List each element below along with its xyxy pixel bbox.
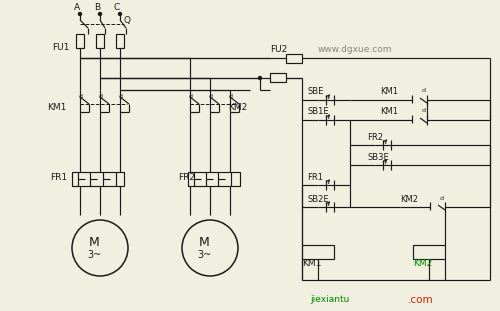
Text: FR2: FR2: [178, 174, 195, 183]
Text: 3~: 3~: [87, 250, 101, 260]
Text: d: d: [119, 94, 123, 99]
Text: d: d: [440, 196, 444, 201]
Circle shape: [98, 12, 102, 16]
Text: FR1: FR1: [307, 173, 323, 182]
Text: M: M: [198, 236, 209, 249]
Bar: [286, 54, 302, 63]
Text: SB2E: SB2E: [307, 194, 328, 203]
Text: M: M: [88, 236, 100, 249]
Text: d: d: [422, 89, 426, 94]
Bar: [76, 34, 84, 48]
Bar: [270, 73, 286, 82]
Text: d: d: [209, 94, 213, 99]
Bar: [413, 245, 445, 259]
Text: KM1: KM1: [302, 259, 322, 268]
Circle shape: [78, 12, 82, 16]
Bar: [302, 245, 334, 259]
Text: FU2: FU2: [270, 45, 287, 54]
Text: FR1: FR1: [50, 174, 67, 183]
Bar: [116, 34, 124, 48]
Text: FR2: FR2: [367, 132, 383, 142]
Text: Q: Q: [124, 16, 131, 25]
Text: KM1: KM1: [380, 108, 398, 117]
Text: B: B: [94, 3, 100, 12]
Text: KM2: KM2: [228, 104, 247, 113]
Bar: [72, 172, 124, 186]
Text: FU1: FU1: [52, 44, 70, 53]
Circle shape: [258, 77, 262, 80]
Text: C: C: [114, 3, 120, 12]
Text: SBE: SBE: [308, 87, 324, 96]
Text: 3~: 3~: [197, 250, 211, 260]
Text: KM1: KM1: [380, 87, 398, 96]
Text: SB3E: SB3E: [367, 152, 389, 161]
Bar: [96, 34, 104, 48]
Circle shape: [118, 12, 122, 16]
Text: www.dgxue.com: www.dgxue.com: [318, 45, 392, 54]
Text: .com: .com: [408, 295, 434, 305]
Text: SB1E: SB1E: [307, 108, 328, 117]
Text: KM1: KM1: [47, 104, 66, 113]
Text: d: d: [229, 94, 233, 99]
Text: d: d: [189, 94, 193, 99]
Text: d: d: [99, 94, 103, 99]
Text: KM2: KM2: [400, 194, 418, 203]
Bar: [188, 172, 240, 186]
Text: KM2: KM2: [413, 259, 432, 268]
Text: d: d: [79, 94, 83, 99]
Text: d: d: [422, 109, 426, 114]
Text: jiexiantu: jiexiantu: [310, 295, 350, 304]
Text: A: A: [74, 3, 80, 12]
